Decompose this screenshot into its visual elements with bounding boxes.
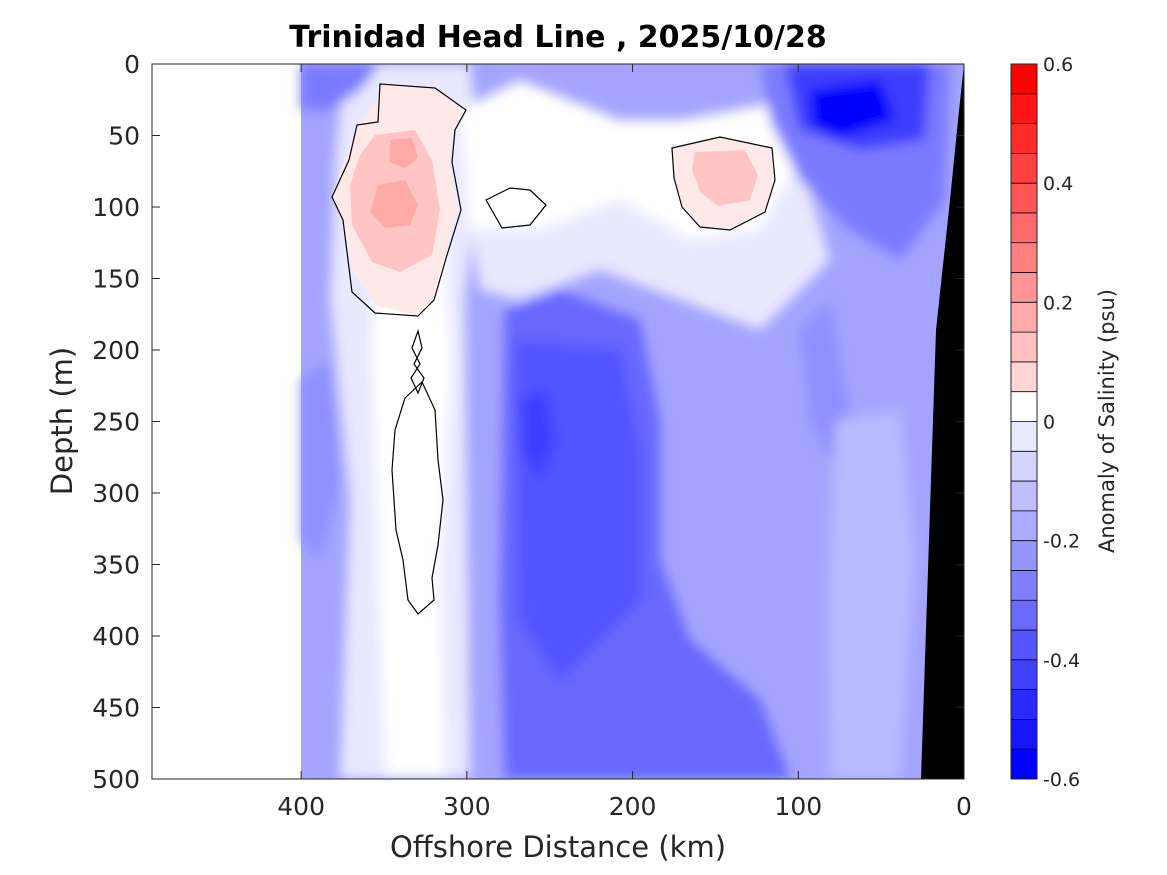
surface-fresh-core — [810, 80, 895, 138]
colorbar-bin — [1011, 302, 1037, 333]
zero-contour-offshore-upper — [331, 83, 467, 317]
y-tick-label: 450 — [92, 694, 140, 723]
y-axis-ticks: 0 50 100 150 200 250 300 350 400 450 500 — [92, 50, 964, 794]
x-axis-label: Offshore Distance (km) — [390, 830, 726, 864]
colorbar-tick-label: 0.6 — [1043, 54, 1073, 76]
plot-area: 400 300 200 100 0 0 50 100 150 200 250 300 350 400 45… — [92, 50, 972, 821]
anomaly-field — [301, 64, 964, 779]
upper-pale-band — [470, 160, 830, 330]
colorbar-bin — [1011, 421, 1037, 452]
zero-contour-thin — [410, 328, 425, 395]
zero-contour-nearshore — [671, 136, 776, 231]
colorbar-bin — [1011, 361, 1037, 393]
colorbar-tick-label: 0.4 — [1043, 173, 1073, 195]
y-tick-label: 500 — [92, 765, 140, 794]
x-tick-label: 200 — [609, 792, 657, 821]
colorbar-bin — [1011, 183, 1037, 214]
x-tick-label: 100 — [774, 792, 822, 821]
zero-contours — [331, 83, 776, 615]
chart-title: Trinidad Head Line , 2025/10/28 — [289, 20, 826, 55]
colorbar-tick-label: 0.2 — [1043, 292, 1073, 314]
zero-contour-small-pocket — [485, 187, 547, 229]
bathymetry — [921, 64, 964, 779]
x-tick-label: 400 — [277, 792, 325, 821]
nearshore-deep-pale — [828, 410, 915, 779]
y-tick-label: 300 — [92, 479, 140, 508]
colorbar-bin — [1011, 391, 1037, 422]
fresh-core-tongue — [520, 390, 555, 480]
colorbar-bin — [1011, 332, 1037, 363]
colorbar-tick-label: -0.2 — [1043, 531, 1080, 553]
y-tick-label: 50 — [108, 122, 140, 151]
y-tick-label: 250 — [92, 408, 140, 437]
y-axis-label: Depth (m) — [45, 347, 79, 495]
colorbar-bin — [1011, 540, 1037, 571]
y-tick-label: 350 — [92, 551, 140, 580]
nearshore-positive-core — [692, 150, 758, 206]
colorbar-bin — [1011, 153, 1037, 184]
positive-anomalies — [332, 84, 775, 315]
y-tick-label: 100 — [92, 193, 140, 222]
colorbar-tick-label: -0.6 — [1043, 769, 1080, 791]
y-tick-label: 150 — [92, 265, 140, 294]
colorbar-bin — [1011, 242, 1037, 274]
offshore-deep-fresh — [301, 360, 340, 560]
colorbar-bin — [1011, 630, 1037, 661]
white-column — [372, 190, 452, 779]
colorbar-ticks: 0.6 0.4 0.2 0 -0.2 -0.4 -0.6 — [1032, 54, 1080, 791]
colorbar-tick-label: -0.4 — [1043, 650, 1080, 672]
colorbar-bin — [1011, 570, 1037, 601]
x-axis-ticks: 400 300 200 100 0 — [277, 64, 972, 821]
colorbar-bin — [1011, 272, 1037, 303]
colorbar-bin — [1011, 212, 1037, 244]
colorbar-bin — [1011, 600, 1037, 631]
y-tick-label: 400 — [92, 622, 140, 651]
field-layers — [301, 64, 950, 779]
colorbar-bin — [1011, 64, 1037, 95]
offshore-positive-upper — [390, 138, 418, 168]
zero-contour-deep-column — [391, 380, 444, 615]
x-tick-label: 0 — [956, 792, 972, 821]
colorbar-bin — [1011, 510, 1037, 542]
colorbar-bin — [1011, 93, 1037, 125]
colorbar-bin — [1011, 451, 1037, 482]
colorbar-bin — [1011, 123, 1037, 154]
colorbar-bins — [1011, 64, 1037, 780]
offshore-surface-fresh — [301, 64, 380, 110]
colorbar: 0.6 0.4 0.2 0 -0.2 -0.4 -0.6 Anomaly of Salini… — [1010, 54, 1119, 791]
colorbar-label: Anomaly of Salinity (psu) — [1095, 289, 1119, 553]
colorbar-bin — [1011, 481, 1037, 512]
offshore-positive-core — [370, 180, 418, 228]
y-tick-label: 0 — [124, 50, 140, 79]
x-tick-label: 300 — [443, 792, 491, 821]
colorbar-bin — [1011, 689, 1037, 720]
colorbar-bin — [1011, 749, 1037, 780]
y-tick-label: 200 — [92, 336, 140, 365]
colorbar-bin — [1011, 719, 1037, 750]
colorbar-bin — [1011, 659, 1037, 691]
colorbar-tick-label: 0 — [1043, 412, 1055, 434]
